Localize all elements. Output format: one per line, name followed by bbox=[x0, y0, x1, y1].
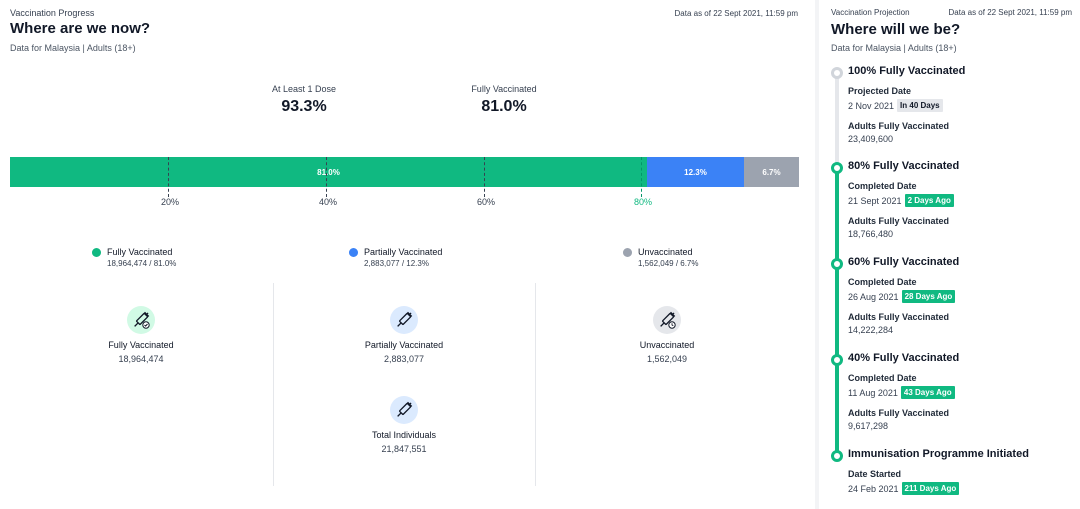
progress-eyebrow: Vaccination Progress bbox=[10, 8, 95, 18]
milestone-count-label: Adults Fully Vaccinated bbox=[848, 408, 950, 418]
card-partially-vaccinated: Partially Vaccinated 2,883,077 bbox=[334, 306, 474, 364]
timeline-node-60 bbox=[831, 258, 843, 270]
milestone-count-label: Adults Fully Vaccinated bbox=[848, 121, 950, 131]
legend-name: Partially Vaccinated bbox=[364, 247, 443, 257]
legend-fully-vaccinated: Fully Vaccinated 18,964,474 / 81.0% bbox=[92, 247, 176, 268]
milestone-title: 40% Fully Vaccinated bbox=[848, 352, 960, 364]
milestone-date-label: Projected Date bbox=[848, 86, 912, 96]
vaccination-progress-bar: 81.0% 12.3% 6.7% bbox=[10, 157, 799, 187]
milestone-count-label: Adults Fully Vaccinated bbox=[848, 216, 950, 226]
tick-line-60 bbox=[484, 157, 485, 197]
card-value: 1,562,049 bbox=[646, 354, 688, 364]
legend-value: 18,964,474 / 81.0% bbox=[107, 259, 177, 268]
progress-panel: Vaccination Progress Data as of 22 Sept … bbox=[10, 8, 799, 486]
tick-label-60: 60% bbox=[476, 197, 495, 207]
stat-label: At Least 1 Dose bbox=[271, 84, 337, 94]
legend-dot-blue bbox=[349, 247, 358, 257]
tick-line-40 bbox=[326, 157, 327, 197]
milestone-title: 60% Fully Vaccinated bbox=[848, 256, 960, 268]
milestone-date-label: Date Started bbox=[848, 469, 902, 479]
progress-title: Where are we now? bbox=[10, 20, 151, 37]
projection-subtitle: Data for Malaysia | Adults (18+) bbox=[831, 43, 957, 53]
tick-label-40: 40% bbox=[318, 197, 337, 207]
stat-at-least-one-dose: At Least 1 Dose 93.3% bbox=[244, 84, 364, 116]
milestone-60: 60% Fully Vaccinated Completed Date 26 A… bbox=[848, 256, 959, 335]
milestone-badge: 28 Days Ago bbox=[901, 290, 956, 303]
milestone-initiated: Immunisation Programme Initiated Date St… bbox=[848, 448, 1029, 495]
milestone-date: 24 Feb 2021 bbox=[848, 483, 899, 494]
legend-dot-green bbox=[92, 247, 101, 257]
card-name: Unvaccinated bbox=[639, 340, 695, 350]
timeline-node-80 bbox=[831, 162, 843, 174]
milestone-count-label: Adults Fully Vaccinated bbox=[848, 312, 950, 322]
progress-subtitle: Data for Malaysia | Adults (18+) bbox=[10, 43, 136, 53]
card-value: 2,883,077 bbox=[383, 354, 425, 364]
projection-title: Where will we be? bbox=[831, 21, 961, 38]
stat-value: 81.0% bbox=[481, 98, 527, 115]
syringe-clock-icon bbox=[653, 306, 681, 334]
timeline-track-projected bbox=[835, 73, 839, 168]
milestone-date-label: Completed Date bbox=[848, 181, 917, 191]
timeline-track-completed bbox=[835, 168, 839, 456]
bar-segment-fully[interactable]: 81.0% bbox=[10, 157, 647, 187]
timeline-node-100 bbox=[831, 67, 843, 79]
card-total-individuals: Total Individuals 21,847,551 bbox=[334, 396, 474, 454]
card-value: 21,847,551 bbox=[381, 444, 427, 454]
card-value: 18,964,474 bbox=[118, 354, 164, 364]
stat-fully-vaccinated: Fully Vaccinated 81.0% bbox=[444, 84, 564, 116]
tick-line-20 bbox=[168, 157, 169, 197]
milestone-count: 14,222,284 bbox=[848, 325, 894, 335]
bar-segment-partially[interactable]: 12.3% bbox=[647, 157, 744, 187]
column-divider bbox=[273, 283, 274, 486]
card-unvaccinated: Unvaccinated 1,562,049 bbox=[597, 306, 737, 364]
milestone-count: 9,617,298 bbox=[848, 421, 889, 431]
syringe-icon bbox=[390, 396, 418, 424]
column-divider bbox=[535, 283, 536, 486]
milestone-100: 100% Fully Vaccinated Projected Date 2 N… bbox=[848, 65, 965, 144]
syringe-check-icon bbox=[127, 306, 155, 334]
stat-label: Fully Vaccinated bbox=[471, 84, 537, 94]
milestone-title: 80% Fully Vaccinated bbox=[848, 160, 960, 172]
tick-label-20: 20% bbox=[160, 197, 179, 207]
milestone-date-label: Completed Date bbox=[848, 373, 917, 383]
milestone-count: 18,766,480 bbox=[848, 229, 894, 239]
card-name: Partially Vaccinated bbox=[364, 340, 444, 350]
milestone-date: 26 Aug 2021 bbox=[848, 291, 899, 302]
legend-partially-vaccinated: Partially Vaccinated 2,883,077 / 12.3% bbox=[349, 247, 442, 268]
projection-eyebrow: Vaccination Projection bbox=[831, 8, 910, 17]
milestone-80: 80% Fully Vaccinated Completed Date 21 S… bbox=[848, 160, 959, 239]
milestone-title: 100% Fully Vaccinated bbox=[848, 65, 966, 77]
timeline-node-40 bbox=[831, 354, 843, 366]
card-fully-vaccinated: Fully Vaccinated 18,964,474 bbox=[71, 306, 211, 364]
milestone-40: 40% Fully Vaccinated Completed Date 11 A… bbox=[848, 352, 959, 431]
milestone-count: 23,409,600 bbox=[848, 134, 894, 144]
projection-as-of: Data as of 22 Sept 2021, 11:59 pm bbox=[948, 8, 1073, 17]
stat-value: 93.3% bbox=[281, 98, 327, 115]
timeline-node-initiated bbox=[831, 450, 843, 462]
milestone-title: Immunisation Programme Initiated bbox=[848, 448, 1029, 460]
milestone-badge: 211 Days Ago bbox=[901, 482, 960, 495]
milestone-date: 11 Aug 2021 bbox=[848, 387, 898, 398]
legend-dot-gray bbox=[623, 247, 632, 257]
legend-unvaccinated: Unvaccinated 1,562,049 / 6.7% bbox=[623, 247, 699, 268]
legend-name: Unvaccinated bbox=[638, 247, 693, 257]
legend-name: Fully Vaccinated bbox=[107, 247, 173, 257]
syringe-icon bbox=[390, 306, 418, 334]
projection-panel: Vaccination Projection Data as of 22 Sep… bbox=[815, 0, 1080, 509]
milestone-badge: In 40 Days bbox=[897, 99, 943, 112]
milestone-date: 2 Nov 2021 bbox=[848, 100, 895, 111]
milestone-badge: 2 Days Ago bbox=[904, 194, 954, 207]
milestone-date: 21 Sept 2021 bbox=[848, 195, 902, 206]
milestone-badge: 43 Days Ago bbox=[900, 386, 955, 399]
card-name: Total Individuals bbox=[371, 430, 437, 440]
progress-as-of: Data as of 22 Sept 2021, 11:59 pm bbox=[674, 9, 799, 18]
legend-value: 2,883,077 / 12.3% bbox=[364, 259, 429, 268]
legend-value: 1,562,049 / 6.7% bbox=[638, 259, 699, 268]
bar-segment-unvaccinated[interactable]: 6.7% bbox=[744, 157, 799, 187]
tick-label-80: 80% bbox=[633, 197, 652, 207]
card-name: Fully Vaccinated bbox=[108, 340, 174, 350]
tick-line-80 bbox=[641, 157, 642, 197]
milestone-date-label: Completed Date bbox=[848, 277, 917, 287]
